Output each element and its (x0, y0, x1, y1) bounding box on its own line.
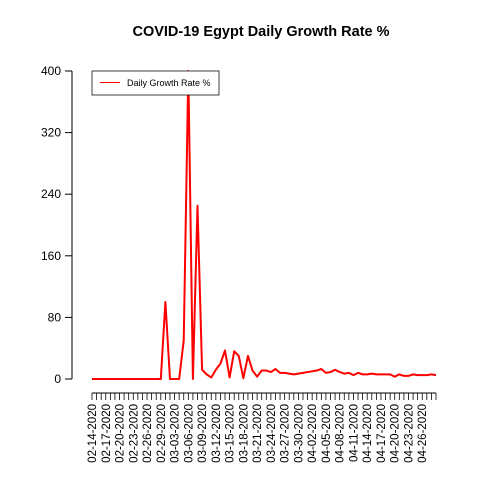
x-tick-label: 02-29-2020 (156, 404, 168, 463)
x-tick-label: 02-20-2020 (115, 404, 127, 463)
x-tick-label: 02-14-2020 (87, 404, 99, 463)
x-tick-label: 03-03-2020 (170, 404, 182, 463)
y-tick-label: 80 (48, 310, 62, 324)
x-tick-label: 03-06-2020 (183, 404, 195, 463)
y-tick-label: 0 (54, 372, 61, 386)
y-tick-label: 240 (41, 187, 61, 201)
x-tick-label: 03-15-2020 (225, 404, 237, 463)
x-tick-label: 03-18-2020 (238, 404, 250, 463)
x-tick-label: 04-05-2020 (321, 404, 333, 463)
y-tick-label: 320 (41, 126, 61, 140)
x-tick-label: 03-30-2020 (293, 404, 305, 463)
x-tick-label: 02-17-2020 (101, 404, 113, 463)
x-tick-label: 03-09-2020 (197, 404, 209, 463)
chart-title: COVID-19 Egypt Daily Growth Rate % (132, 24, 389, 40)
x-tick-label: 02-23-2020 (128, 404, 140, 463)
legend: Daily Growth Rate % (91, 70, 220, 96)
x-tick-label: 03-27-2020 (280, 404, 292, 463)
x-axis: 02-14-2020 02-17-2020 02-20-2020 02-23-2020… (87, 392, 437, 463)
x-tick-label: 03-24-2020 (266, 404, 278, 463)
x-tick-label: 04-26-2020 (417, 404, 429, 463)
y-axis: 0 80 160 240 320 400 (41, 64, 73, 386)
x-tick-label: 04-02-2020 (307, 404, 319, 463)
x-tick-label: 04-11-2020 (348, 404, 360, 462)
x-tick-label: 04-08-2020 (335, 404, 347, 463)
series-line-daily-growth-rate (92, 70, 437, 380)
x-tick-label: 04-14-2020 (362, 404, 374, 463)
x-tick-label: 03-21-2020 (252, 404, 264, 463)
x-tick-label: 04-17-2020 (376, 404, 388, 463)
y-tick-label: 160 (41, 249, 61, 263)
x-tick-label: 04-23-2020 (403, 404, 415, 463)
x-tick-label: 02-26-2020 (142, 404, 154, 463)
series-layer (92, 70, 437, 380)
legend-label: Daily Growth Rate % (127, 78, 211, 88)
x-tick-label: 04-20-2020 (390, 404, 402, 463)
x-tick-label: 03-12-2020 (211, 404, 223, 463)
y-tick-label: 400 (41, 64, 61, 78)
